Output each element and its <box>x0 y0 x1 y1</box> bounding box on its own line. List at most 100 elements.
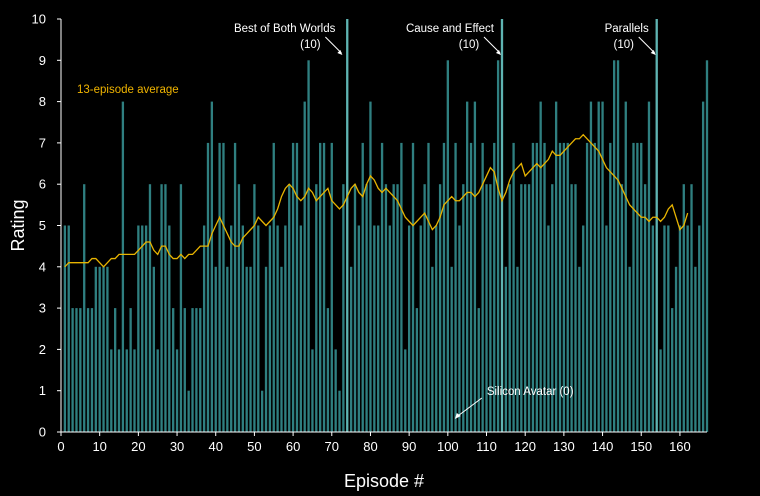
rating-bar <box>404 349 407 432</box>
x-tick-label: 60 <box>286 439 300 454</box>
rating-bar <box>438 184 442 432</box>
rating-bar <box>299 225 302 432</box>
rating-bar <box>396 184 399 432</box>
rating-bar <box>454 142 457 432</box>
rating-bar <box>593 142 596 432</box>
rating-bar <box>307 60 310 433</box>
rating-bar <box>168 225 171 432</box>
x-tick-label: 70 <box>325 439 339 454</box>
rating-bar <box>257 225 260 432</box>
rating-bar <box>90 308 94 432</box>
y-tick-label: 10 <box>32 12 46 27</box>
rating-bar <box>442 142 446 432</box>
annotations: Best of Both Worlds (10) Cause and Effect (… <box>234 23 656 419</box>
rating-bar <box>496 60 500 433</box>
x-tick-label: 100 <box>437 439 459 454</box>
rating-bar <box>175 349 179 432</box>
x-axis-title: Episode # <box>344 471 424 491</box>
rating-bar <box>605 225 608 432</box>
rating-bar <box>152 266 155 432</box>
rating-bar <box>609 142 612 432</box>
rating-bar <box>260 390 264 432</box>
rating-bar <box>493 142 496 432</box>
rating-bar <box>137 225 140 432</box>
rating-bar <box>311 349 314 432</box>
rating-bar <box>481 142 484 432</box>
rating-bar <box>466 101 469 432</box>
rating-bar <box>531 142 535 432</box>
rating-bar <box>574 184 577 432</box>
rating-bar <box>214 266 217 432</box>
rating-bar <box>419 225 422 432</box>
x-tick-label: 90 <box>402 439 416 454</box>
rating-bar <box>551 184 554 432</box>
legend-average: 13-episode average <box>77 84 179 96</box>
rating-bar <box>520 184 523 432</box>
x-tick-label: 50 <box>247 439 261 454</box>
annotation-arrowhead <box>650 50 656 55</box>
rating-bar <box>102 266 105 432</box>
annotation-label: Best of Both Worlds <box>234 23 336 35</box>
rating-bar <box>342 184 345 432</box>
rating-bar <box>624 101 627 432</box>
annotation-arrow <box>457 397 483 417</box>
rating-bar <box>249 266 252 432</box>
rating-bar <box>663 225 666 432</box>
rating-bar <box>392 184 395 432</box>
rating-bar <box>655 19 658 432</box>
rating-bar <box>500 19 504 432</box>
x-tick-label: 40 <box>208 439 222 454</box>
y-tick-label: 6 <box>39 177 46 192</box>
rating-bar <box>620 184 624 432</box>
rating-bar <box>353 184 357 432</box>
rating-bar <box>469 142 473 432</box>
rating-bar <box>272 142 275 432</box>
x-tick-label: 130 <box>553 439 575 454</box>
rating-bar <box>230 225 233 432</box>
rating-bar <box>686 225 689 432</box>
rating-bar <box>276 225 279 432</box>
x-ticks: 0 10 20 30 40 50 60 70 80 90 100 110 120 130 140 150 160 <box>57 432 691 454</box>
x-tick-label: 20 <box>131 439 145 454</box>
rating-bar <box>106 266 109 432</box>
rating-bar <box>125 349 128 432</box>
rating-bar <box>640 142 643 432</box>
rating-bar <box>462 184 465 432</box>
rating-bar <box>245 266 248 432</box>
rating-bar <box>365 184 368 432</box>
rating-bar <box>566 142 569 432</box>
rating-bar <box>431 266 434 432</box>
x-tick-label: 110 <box>476 439 497 454</box>
rating-bar <box>585 142 589 432</box>
rating-bar <box>512 142 515 432</box>
rating-bar <box>558 142 562 432</box>
rating-bar <box>539 101 542 432</box>
rating-bar <box>210 101 214 432</box>
rating-bar <box>527 184 531 432</box>
y-axis-title: Rating <box>8 199 28 251</box>
rating-bar <box>288 184 291 432</box>
rating-bar <box>280 266 283 432</box>
rating-bar <box>110 349 113 432</box>
rating-bar <box>199 308 202 432</box>
rating-bar <box>218 142 221 432</box>
rating-bar <box>632 142 635 432</box>
rating-bar <box>79 308 82 432</box>
rating-bar <box>121 101 125 432</box>
x-tick-label: 10 <box>92 439 106 454</box>
rating-bar <box>330 142 333 432</box>
rating-bar <box>636 142 639 432</box>
annotation-value: (10) <box>613 39 634 51</box>
rating-bar <box>86 308 90 432</box>
rating-bar <box>690 184 693 432</box>
rating-bar <box>346 19 349 432</box>
rating-bar <box>643 184 647 432</box>
y-tick-label: 1 <box>39 383 46 398</box>
rating-bar <box>384 184 388 432</box>
rating-bar <box>407 225 411 432</box>
rating-bar <box>616 60 620 433</box>
rating-bar <box>524 184 527 432</box>
x-tick-label: 120 <box>514 439 536 454</box>
rating-bar <box>206 142 210 432</box>
